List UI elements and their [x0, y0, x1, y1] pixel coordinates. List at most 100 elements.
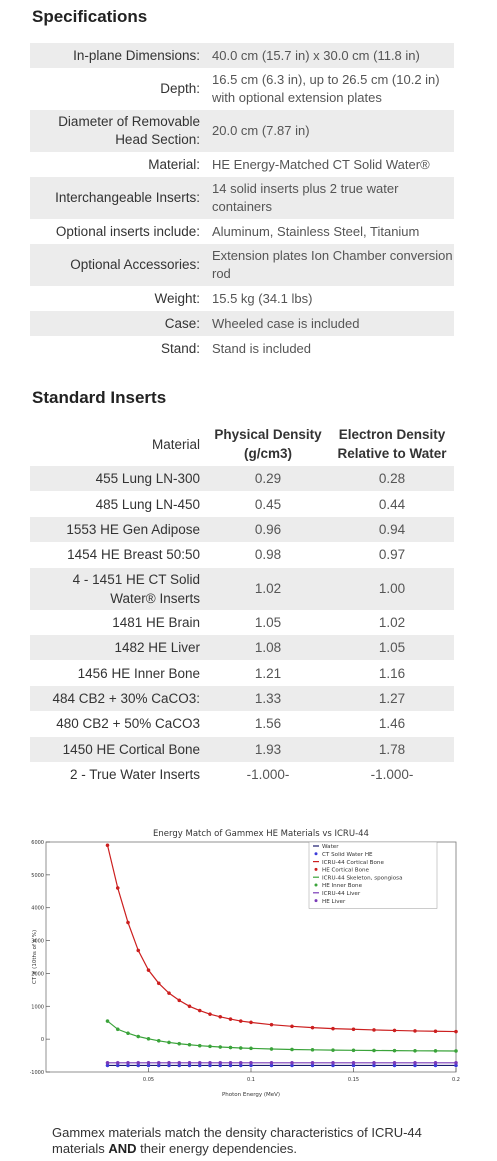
insert-electron: 1.05: [378, 640, 406, 656]
series-point-3-15: [269, 1022, 274, 1027]
series-point-3-3: [136, 948, 141, 953]
legend-entry-2: ICRU-44 Cortical Bone: [322, 860, 384, 866]
chart-title: Energy Match of Gammex HE Materials vs I…: [153, 829, 369, 839]
series-point-5-21: [392, 1048, 397, 1053]
insert-electron: -1.000-: [370, 767, 414, 783]
standard-inserts-table: Material Physical Density (g/cm3) Electron…: [30, 422, 454, 787]
series-point-7-1: [115, 1060, 120, 1065]
spec-row: In-plane Dimensions: 40.0 cm (15.7 in) x …: [30, 43, 454, 68]
spec-value: Extension plates Ion Chamber conversion …: [212, 248, 453, 281]
spec-row: Interchangeable Inserts: 14 solid inserts…: [30, 177, 454, 219]
insert-physical: 1.33: [254, 690, 282, 706]
spec-label: Optional inserts include:: [55, 223, 200, 239]
insert-material: 1482 HE Liver: [114, 640, 200, 656]
series-point-7-15: [269, 1060, 274, 1065]
series-point-3-21: [392, 1028, 397, 1033]
spec-value: HE Energy-Matched CT Solid Water®: [212, 156, 430, 172]
insert-material: 455 Lung LN-300: [95, 471, 200, 487]
series-point-7-17: [310, 1060, 315, 1065]
insert-row: 1454 HE Breast 50:50 0.98 0.97: [30, 542, 454, 567]
spec-label: Interchangeable Inserts:: [55, 190, 200, 205]
series-point-3-14: [249, 1020, 253, 1025]
legend-entry-6: ICRU-44 Liver: [322, 891, 361, 897]
series-point-5-20: [372, 1048, 376, 1053]
spec-label: In-plane Dimensions:: [73, 47, 200, 63]
insert-physical: 1.56: [254, 716, 282, 732]
series-point-5-17: [310, 1047, 315, 1052]
physical-density-header: Physical Density (g/cm3): [214, 427, 322, 461]
insert-electron: 1.27: [378, 690, 406, 706]
legend-entry-1: CT Solid Water HE: [322, 852, 373, 858]
insert-material: 4 - 1451 HE CT Solid Water® Inserts: [72, 571, 200, 606]
chart-caption: Gammex materials match the density chara…: [52, 1125, 472, 1157]
series-point-5-9: [197, 1043, 202, 1048]
series-point-3-5: [156, 981, 161, 986]
series-point-7-14: [249, 1060, 253, 1065]
series-point-3-12: [228, 1017, 233, 1021]
series-point-3-19: [351, 1027, 356, 1032]
spec-row: Diameter of Removable Head Section: 20.0 …: [30, 110, 454, 152]
spec-value: 40.0 cm (15.7 in) x 30.0 cm (11.8 in): [212, 47, 420, 63]
series-point-7-13: [238, 1060, 243, 1065]
series-point-3-2: [126, 920, 130, 925]
series-point-5-22: [413, 1048, 417, 1053]
insert-row: 2 - True Water Inserts -1.000- -1.000-: [30, 762, 454, 787]
y-axis-label: CT # (10ths of a %): [32, 930, 38, 984]
specifications-heading: Specifications: [32, 7, 148, 26]
insert-row: 1482 HE Liver 1.08 1.05: [30, 634, 454, 661]
series-point-5-24: [454, 1049, 458, 1053]
series-point-3-10: [208, 1012, 212, 1017]
series-point-7-9: [197, 1060, 202, 1065]
series-point-3-6: [167, 991, 171, 995]
spec-label: Weight:: [154, 290, 200, 306]
spec-value: 15.5 kg (34.1 lbs): [212, 290, 313, 306]
series-point-7-23: [433, 1060, 438, 1065]
series-point-5-10: [208, 1044, 212, 1049]
series-point-7-19: [351, 1060, 356, 1065]
insert-electron: 1.16: [378, 665, 406, 681]
y-tick-label: 2000: [31, 971, 44, 977]
insert-row: 484 CB2 + 30% CaCO3: 1.33 1.27: [30, 685, 454, 712]
insert-row: 1456 HE Inner Bone 1.21 1.16: [30, 660, 454, 685]
series-point-3-13: [238, 1019, 243, 1023]
insert-electron: 0.97: [378, 547, 406, 563]
series-point-7-18: [331, 1060, 335, 1065]
series-point-5-14: [249, 1046, 253, 1051]
series-point-3-20: [372, 1028, 376, 1032]
caption-text-before: Gammex materials match the density chara…: [52, 1125, 422, 1156]
series-point-5-16: [290, 1047, 294, 1052]
series-point-5-1: [115, 1027, 120, 1032]
insert-physical: 1.21: [254, 665, 282, 681]
series-point-3-17: [310, 1025, 315, 1030]
series-point-7-7: [177, 1060, 182, 1065]
insert-physical: -1.000-: [246, 767, 290, 783]
series-point-7-4: [146, 1060, 151, 1065]
series-point-7-6: [167, 1060, 171, 1065]
series-point-7-11: [218, 1060, 223, 1065]
legend-entry-5: HE Inner Bone: [322, 883, 363, 889]
series-point-7-8: [187, 1060, 192, 1065]
insert-physical: 0.29: [254, 471, 282, 487]
spec-value: Aluminum, Stainless Steel, Titanium: [212, 223, 420, 239]
standard-inserts-heading: Standard Inserts: [32, 388, 167, 407]
insert-physical: 1.08: [254, 640, 282, 656]
insert-material: 1456 HE Inner Bone: [77, 665, 200, 681]
series-point-3-11: [218, 1014, 223, 1019]
material-header: Material: [151, 436, 200, 452]
caption-bold: AND: [108, 1141, 137, 1156]
series-point-3-1: [115, 886, 120, 890]
energy-match-chart: Energy Match of Gammex HE Materials vs I…: [30, 829, 460, 1098]
insert-material: 1450 HE Cortical Bone: [62, 741, 200, 757]
series-point-7-22: [413, 1060, 417, 1065]
series-point-7-24: [454, 1060, 458, 1065]
spec-value: Wheeled case is included: [212, 315, 360, 331]
legend-marker-1: [314, 852, 318, 856]
series-point-5-12: [228, 1045, 233, 1050]
series-point-3-7: [177, 998, 182, 1003]
series-point-5-13: [238, 1046, 243, 1050]
insert-material: 1481 HE Brain: [112, 614, 200, 630]
spec-value: 20.0 cm (7.87 in): [212, 123, 310, 138]
insert-row: 1481 HE Brain 1.05 1.02: [30, 610, 454, 635]
y-tick-label: 1000: [31, 1004, 44, 1010]
insert-electron: 0.44: [378, 496, 406, 512]
